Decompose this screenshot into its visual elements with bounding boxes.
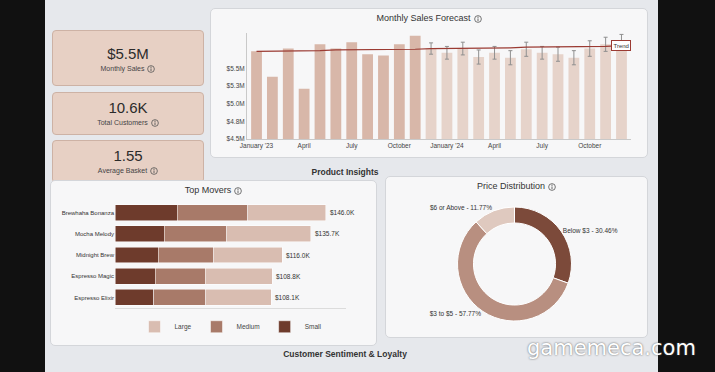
html-text:Monthly Sales Forecast: Monthly Sales Forecast — [376, 13, 471, 23]
svg-text:October: October — [578, 142, 602, 149]
svg-text:April: April — [298, 142, 312, 150]
svg-text:$5.3M: $5.3M — [227, 82, 245, 89]
svg-text:$4.5M: $4.5M — [227, 135, 245, 142]
svg-text:$146.0K: $146.0K — [330, 209, 355, 216]
html-text:gamemeca.com: gamemeca.com — [527, 336, 696, 360]
svg-text:July: July — [536, 142, 548, 150]
svg-text:$135.7K: $135.7K — [315, 230, 340, 237]
html-text:Total Customers: Total Customers — [97, 119, 148, 126]
html-text:Top Movers: Top Movers — [184, 185, 232, 195]
html-text:Monthly Sales: Monthly Sales — [100, 65, 145, 72]
svg-text:$4.8M: $4.8M — [227, 118, 245, 125]
svg-text:Midnight Brew: Midnight Brew — [76, 252, 115, 258]
html-text:10.6K: 10.6K — [108, 99, 148, 116]
svg-text:Mocha Melody: Mocha Melody — [75, 231, 114, 237]
html-text:$5.5M: $5.5M — [107, 45, 149, 62]
svg-text:$5.0M: $5.0M — [227, 100, 245, 107]
html-text:Product Insights: Product Insights — [311, 167, 379, 177]
svg-text:Large: Large — [175, 323, 192, 331]
html-text:Price Distribution: Price Distribution — [477, 181, 545, 191]
svg-text:Brewhaha Bonanza: Brewhaha Bonanza — [62, 210, 115, 216]
svg-text:Small: Small — [305, 323, 322, 330]
svg-text:$6 or Above - 11.77%: $6 or Above - 11.77% — [430, 204, 492, 211]
svg-text:January '23: January '23 — [240, 142, 274, 150]
html-text:Average Basket: Average Basket — [97, 167, 148, 174]
svg-text:July: July — [346, 142, 358, 150]
svg-text:October: October — [388, 142, 412, 149]
svg-text:Trend: Trend — [614, 43, 629, 49]
svg-text:$108.8K: $108.8K — [276, 273, 301, 280]
html-text:Customer Sentiment & Loyalty: Customer Sentiment & Loyalty — [283, 349, 407, 359]
svg-text:Espresso Elixir: Espresso Elixir — [74, 295, 114, 301]
svg-text:April: April — [488, 142, 502, 150]
svg-text:$3 to $5 - 57.77%: $3 to $5 - 57.77% — [430, 310, 482, 317]
svg-text:Espresso Magic: Espresso Magic — [71, 273, 114, 279]
svg-text:$5.5M: $5.5M — [227, 65, 245, 72]
svg-text:Below $3 - 30.46%: Below $3 - 30.46% — [563, 227, 618, 234]
html-text:1.55: 1.55 — [113, 147, 143, 164]
svg-text:$108.1K: $108.1K — [275, 294, 300, 301]
svg-text:Medium: Medium — [237, 323, 260, 330]
svg-text:January '24: January '24 — [430, 142, 464, 150]
svg-text:$116.0K: $116.0K — [286, 252, 310, 259]
